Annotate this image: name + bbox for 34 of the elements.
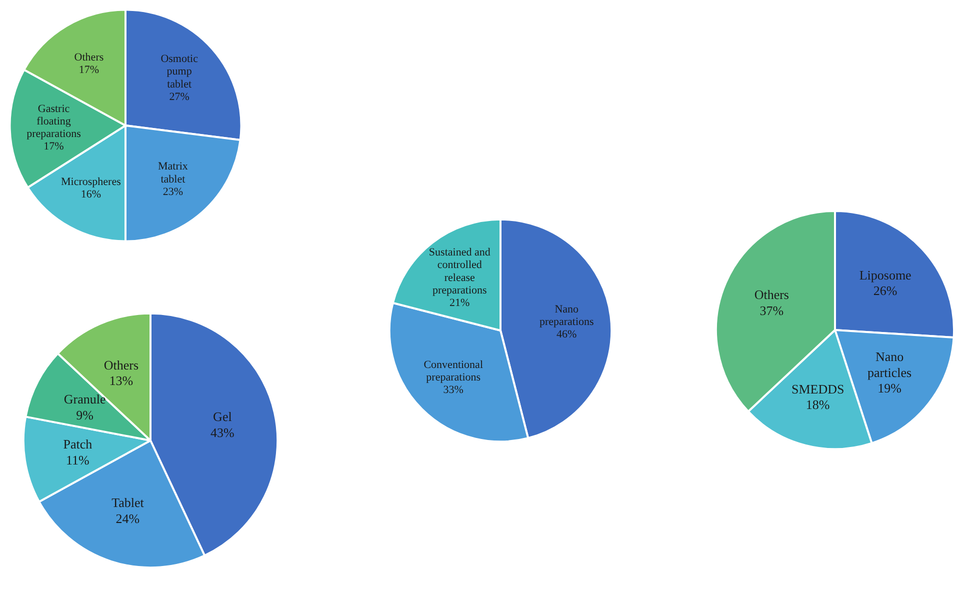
data-label: 26% (873, 283, 898, 298)
slice-label: Nano preparations (539, 304, 594, 328)
data-label: 11% (66, 452, 90, 468)
slice-label: Granule (64, 392, 106, 407)
data-label: 23% (162, 186, 184, 198)
data-label: 37% (760, 302, 784, 318)
slice-label: SMEDDS (791, 381, 844, 396)
data-label: 19% (878, 380, 902, 396)
data-label: 27% (169, 90, 190, 103)
data-label: 13% (109, 373, 134, 388)
slice-label: Others (104, 357, 139, 372)
slice-label: Tablet (112, 495, 144, 510)
data-label: 43% (210, 424, 235, 440)
slice-label: Sustained and controlled release preparations (428, 246, 491, 296)
data-label: 21% (450, 297, 470, 310)
data-label: 16% (80, 188, 102, 201)
slice-label: Others (74, 51, 104, 64)
slice-label: Nano particles (868, 349, 912, 380)
data-label: 24% (116, 510, 140, 526)
data-label: 17% (44, 140, 64, 153)
slice-label: Osmotic pump tablet (160, 53, 198, 90)
data-label: 17% (78, 64, 100, 76)
slice-label: Patch (63, 436, 93, 452)
data-label: 46% (556, 328, 577, 341)
slice-label: Conventional preparations (424, 359, 484, 384)
slice-label: Gel (213, 409, 232, 424)
slice-label: Liposome (859, 267, 912, 282)
slice-label: Microspheres (60, 176, 121, 188)
data-label: 18% (806, 397, 830, 412)
slice-label: Others (754, 287, 789, 302)
data-label: 9% (76, 407, 94, 422)
slice-label: Gastric floating preparations (26, 102, 81, 140)
data-label: 33% (443, 384, 464, 396)
slice-label: Matrix tablet (158, 160, 188, 186)
